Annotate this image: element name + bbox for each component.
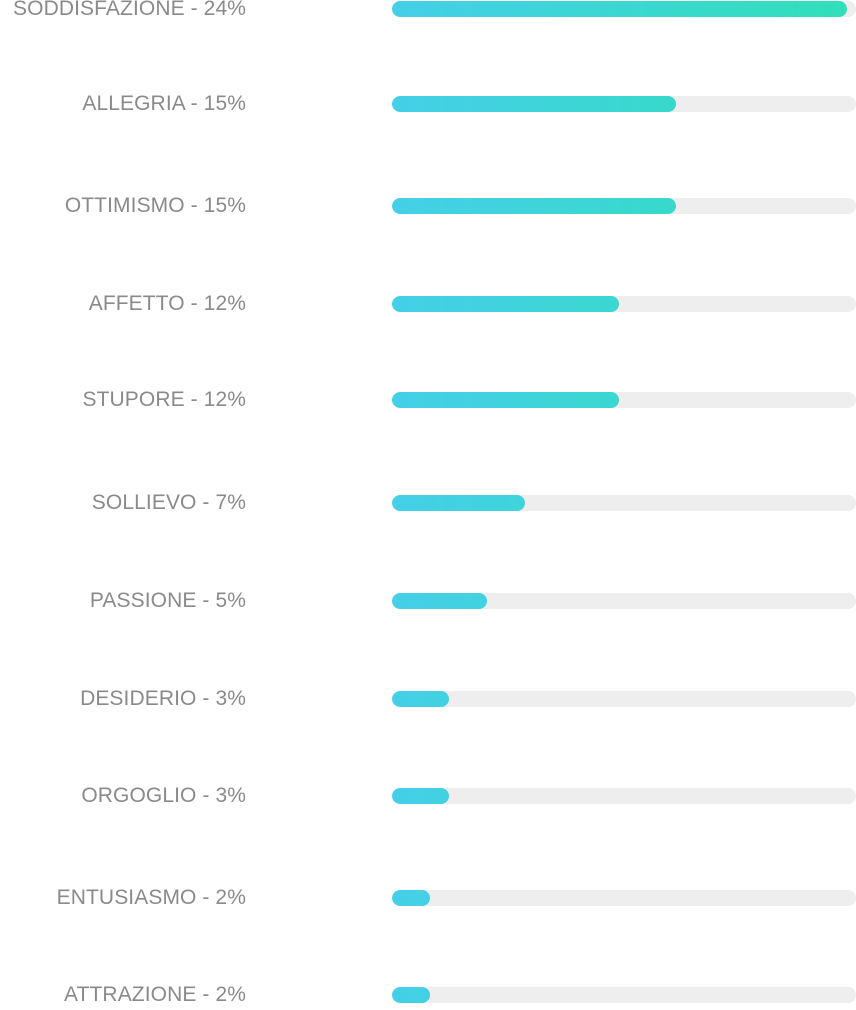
bar-row: ENTUSIASMO - 2%	[0, 883, 856, 913]
bar-label: SOLLIEVO - 7%	[91, 491, 246, 514]
bar-label: PASSIONE - 5%	[89, 589, 246, 612]
bar-row: ALLEGRIA - 15%	[0, 89, 856, 119]
bar-fill	[392, 788, 449, 804]
bar-row: SOLLIEVO - 7%	[0, 488, 856, 518]
bar-row: SODDISFAZIONE - 24%	[0, 0, 856, 24]
bar-row: ATTRAZIONE - 2%	[0, 980, 856, 1010]
bar-row: STUPORE - 12%	[0, 385, 856, 415]
bar-label: OTTIMISMO - 15%	[64, 194, 246, 217]
bar-fill	[392, 1, 847, 17]
bar-track	[392, 890, 856, 906]
bar-label: STUPORE - 12%	[82, 388, 246, 411]
bar-label: ALLEGRIA - 15%	[82, 92, 246, 115]
bar-fill	[392, 987, 430, 1003]
bar-track	[392, 296, 856, 312]
bar-fill	[392, 890, 430, 906]
bar-fill	[392, 392, 620, 408]
bar-label: DESIDERIO - 3%	[80, 687, 246, 710]
bar-track	[392, 392, 856, 408]
bar-fill	[392, 198, 677, 214]
bar-track	[392, 198, 856, 214]
bar-track	[392, 788, 856, 804]
bar-fill	[392, 296, 620, 312]
bar-row: OTTIMISMO - 15%	[0, 191, 856, 221]
bar-label: ORGOGLIO - 3%	[81, 784, 246, 807]
bar-fill	[392, 691, 449, 707]
bar-label: ATTRAZIONE - 2%	[64, 983, 246, 1006]
bar-track	[392, 987, 856, 1003]
bar-fill	[392, 495, 525, 511]
bar-label: ENTUSIASMO - 2%	[56, 886, 246, 909]
bar-track	[392, 495, 856, 511]
bar-row: ORGOGLIO - 3%	[0, 781, 856, 811]
bar-row: PASSIONE - 5%	[0, 586, 856, 616]
bar-row: DESIDERIO - 3%	[0, 684, 856, 714]
bar-label: AFFETTO - 12%	[88, 292, 246, 315]
bar-track	[392, 96, 856, 112]
bar-label: SODDISFAZIONE - 24%	[13, 0, 246, 20]
bar-fill	[392, 593, 487, 609]
bar-fill	[392, 96, 677, 112]
bar-track	[392, 1, 856, 17]
bar-row: AFFETTO - 12%	[0, 289, 856, 319]
bar-track	[392, 593, 856, 609]
bar-track	[392, 691, 856, 707]
